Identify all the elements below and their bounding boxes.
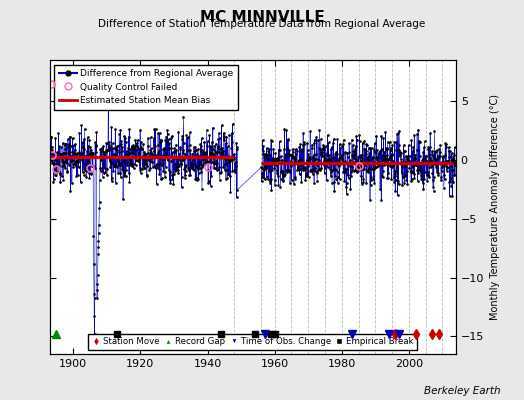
Text: Berkeley Earth: Berkeley Earth xyxy=(424,386,500,396)
Text: MC MINNVILLE: MC MINNVILLE xyxy=(200,10,324,25)
Y-axis label: Monthly Temperature Anomaly Difference (°C): Monthly Temperature Anomaly Difference (… xyxy=(489,94,500,320)
Legend: Difference from Regional Average, Quality Control Failed, Estimated Station Mean: Difference from Regional Average, Qualit… xyxy=(54,64,238,110)
Text: Difference of Station Temperature Data from Regional Average: Difference of Station Temperature Data f… xyxy=(99,19,425,29)
